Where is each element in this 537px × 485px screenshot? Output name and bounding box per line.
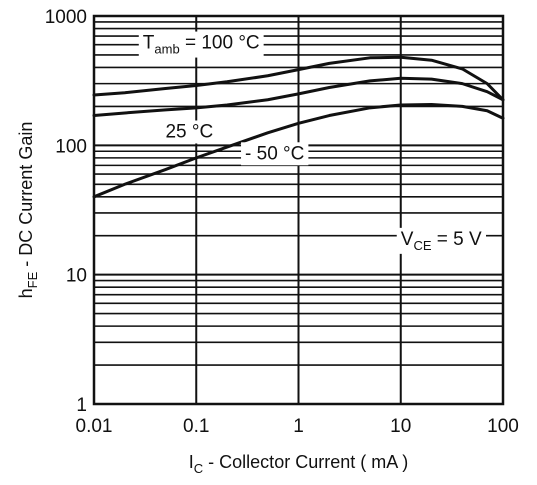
annotation-t100-rest: = 100 °C (180, 33, 260, 54)
annotation-vce-main: V (401, 229, 414, 250)
x-tick-label: 1 (293, 416, 304, 437)
y-tick-label: 1000 (45, 7, 87, 28)
series-group (92, 55, 505, 199)
plot-frame (92, 14, 505, 406)
annotation-background (138, 31, 264, 58)
annotation-background (241, 142, 309, 166)
annotation-vce-rest: = 5 V (432, 229, 482, 250)
x-axis-label-main: I (189, 452, 194, 472)
y-axis-label-main: h (16, 288, 36, 298)
labels-group: 0.01 0.1 1 10 100 1 10 100 1000 IC - Collector Cu… (16, 7, 519, 476)
series-line-1 (92, 76, 505, 118)
annotation-t100-subscript: amb (154, 42, 179, 57)
annotation-tm50: - 50 °C (245, 143, 304, 164)
y-tick-label: 1 (76, 395, 87, 416)
y-axis-label-subscript: FE (25, 271, 40, 288)
y-tick-label: 100 (55, 136, 87, 157)
x-axis-label: IC - Collector Current ( mA ) (189, 452, 408, 476)
annotation-background (396, 227, 486, 254)
annotation-t100: Tamb = 100 °C (143, 33, 260, 57)
y-tick-label: 10 (66, 266, 87, 287)
plot-border (92, 14, 505, 406)
annotation-background (161, 120, 218, 144)
x-tick-label: 0.1 (183, 416, 209, 437)
y-axis-label-rest: - DC Current Gain (16, 122, 36, 272)
annotation-tm50-main: - 50 °C (245, 143, 304, 164)
x-tick-label: 0.01 (76, 416, 113, 437)
series-line-0 (92, 55, 505, 102)
x-tick-label: 100 (487, 416, 519, 437)
annotation-vce-subscript: CE (413, 238, 431, 253)
annotation-vce: VCE = 5 V (401, 229, 482, 253)
annotation-t100-main: T (143, 33, 155, 54)
x-axis-label-rest: - Collector Current ( mA ) (203, 452, 408, 472)
series-line-2 (92, 102, 505, 199)
annotation-t25: 25 °C (165, 121, 213, 142)
x-axis-label-subscript: C (194, 461, 203, 476)
x-tick-label: 10 (390, 416, 411, 437)
annotation-t25-main: 25 °C (165, 121, 213, 142)
y-axis-label: hFE - DC Current Gain (16, 122, 40, 299)
grid (93, 15, 504, 405)
